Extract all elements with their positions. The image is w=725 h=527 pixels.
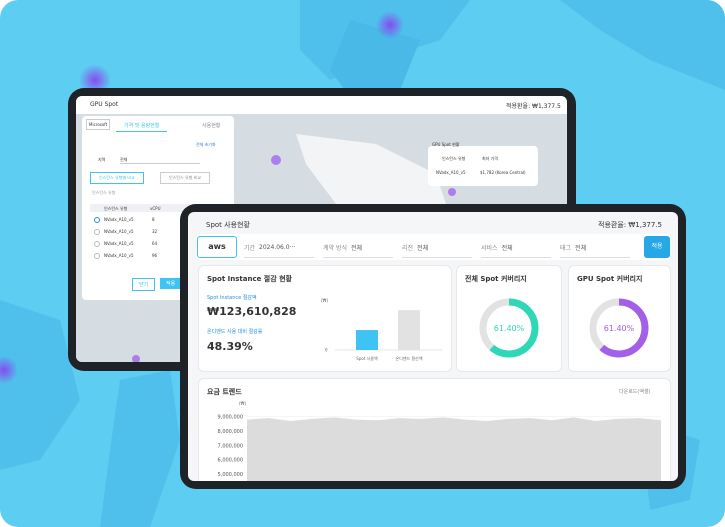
app-title: GPU Spot [90, 101, 119, 108]
donut-arc [589, 298, 649, 358]
amount: ₩123,610,828 [207, 305, 297, 318]
table-cell: 32 [152, 229, 158, 234]
exchange-rate: 적용환율: ₩1,377.5 [598, 221, 662, 229]
amount-label: Spot Instance 절감액 [207, 295, 257, 301]
donut-arc [479, 298, 539, 358]
apply-button[interactable]: 적용 [160, 278, 182, 289]
tab[interactable]: 가격 및 용량현황 [116, 120, 168, 132]
close-button[interactable]: 닫기 [132, 278, 156, 291]
card-title: Spot Instance 절감 현황 [207, 275, 292, 283]
filter-label: 계약 방식 [323, 244, 347, 252]
trend-card: 요금 트렌드 다운로드(엑셀) (₩) 9,000,000 8,000,000 7,0… [198, 378, 671, 481]
donut-label: 61.40% [604, 324, 635, 333]
filter-value[interactable]: 전체 [417, 244, 429, 252]
y-tick-label: 6,000,000 [218, 458, 243, 464]
filter-label: 기간 [244, 244, 256, 252]
popup-cell: $1,782 (Korea Central) [480, 170, 526, 175]
table-cell: NVadx_A10_v5 [104, 217, 134, 222]
y-unit: (₩) [239, 401, 247, 406]
radio [94, 241, 100, 247]
filter-select: 서비스 전체 [481, 237, 551, 258]
provider-select[interactable]: aws [197, 236, 237, 258]
coverage-card: 전체 Spot 커버리지 61.40% [456, 265, 562, 372]
filter-value[interactable]: 전체 [501, 244, 513, 252]
card-title: 전체 Spot 커버리지 [465, 275, 527, 283]
rate: 48.39% [207, 340, 253, 353]
front-screen: Spot 사용현황 적용환율: ₩1,377.5 aws 기간 2024.06.0… [188, 212, 678, 481]
filter-bar [196, 234, 670, 260]
table-cell: 64 [152, 241, 158, 246]
y-tick-label: 7,000,000 [218, 443, 243, 449]
x-tick-label: 온디맨드 환산액 [395, 355, 422, 361]
popup-th: 인스턴스 유형 [442, 156, 466, 161]
download[interactable]: 다운로드(엑셀) [619, 389, 651, 395]
x-tick-label: Spot 사용액 [356, 355, 378, 361]
region-select[interactable]: 전체 [120, 157, 200, 164]
y-tick-label: 5,000,000 [218, 472, 243, 478]
compare-tab[interactable]: 인스턴스 유형 비교 [160, 172, 210, 184]
exchange-rate: 적용환율: ₩1,377.5 [506, 103, 561, 110]
region-label: 지역 [98, 157, 106, 162]
map-popup [428, 146, 538, 186]
filter-select: 리전 전체 [402, 237, 472, 258]
y-tick-label: 0 [325, 348, 328, 353]
table-header [90, 204, 226, 212]
th: vCPU [150, 206, 161, 211]
y-tick-label: 9,000,000 [218, 415, 243, 421]
tab[interactable]: 사용현황 [202, 123, 221, 129]
savings-card: Spot Instance 절감 현황 Spot Instance 절감액 ₩1… [198, 265, 452, 372]
filter-value[interactable]: 전체 [575, 244, 587, 252]
bar [356, 330, 378, 350]
card-title: GPU Spot 커버리지 [577, 275, 643, 283]
header [76, 96, 567, 114]
popup-cell: NVadx_A10_v5 [436, 170, 466, 175]
reset[interactable]: 전체 초기화 [196, 142, 216, 147]
filter-value[interactable]: 전체 [351, 244, 363, 252]
filter-label: 태그 [560, 244, 572, 252]
filter-label: 리전 [402, 244, 414, 252]
filter-value[interactable]: 2024.06.0··· [259, 243, 296, 251]
table-cell: 8 [152, 217, 155, 222]
radio [94, 229, 100, 235]
filter-select: 태그 전체 [560, 237, 630, 258]
compare-tab[interactable]: 인스턴스 유형별 비교 [90, 172, 144, 184]
donut-label: 61.40% [494, 324, 525, 333]
table-cell: NVadx_A10_v5 [104, 253, 134, 258]
rate-label: 온디맨드 사용 대비 절감률 [207, 329, 263, 335]
apply-button[interactable]: 적용 [644, 236, 670, 258]
th: 인스턴스 유형 [104, 206, 128, 211]
popup-th: 최저 가격 [482, 156, 498, 161]
card-title: 요금 트렌드 [207, 388, 242, 396]
area-chart: (₩) 9,000,000 8,000,000 7,000,000 6,000,000 5… [218, 401, 661, 481]
bar-chart: (₩) 0 Spot 사용액 온디맨드 환산액 [321, 298, 442, 361]
y-tick-label: 8,000,000 [218, 429, 243, 435]
table-cell: NVadx_A10_v5 [104, 241, 134, 246]
search[interactable]: 인스턴스 유형 [92, 190, 116, 195]
filter-select: 기간 2024.06.0··· [244, 237, 314, 258]
radio [94, 253, 100, 259]
page-title: Spot 사용현황 [206, 221, 250, 229]
donut-chart: 61.40% [479, 298, 539, 358]
donut-chart: 61.40% [589, 298, 649, 358]
y-unit: (₩) [321, 298, 329, 303]
provider[interactable]: Microsoft [86, 119, 111, 130]
coverage-card: GPU Spot 커버리지 61.40% [568, 265, 671, 372]
filter-label: 서비스 [481, 244, 498, 252]
popup-title: GPU Spot 현황 [432, 142, 460, 147]
table-cell: 96 [152, 253, 158, 258]
table-cell: NVadx_A10_v5 [104, 229, 134, 234]
radio [94, 217, 100, 223]
area-fill [247, 417, 661, 481]
bar [398, 310, 420, 350]
filter-select: 계약 방식 전체 [323, 237, 393, 258]
